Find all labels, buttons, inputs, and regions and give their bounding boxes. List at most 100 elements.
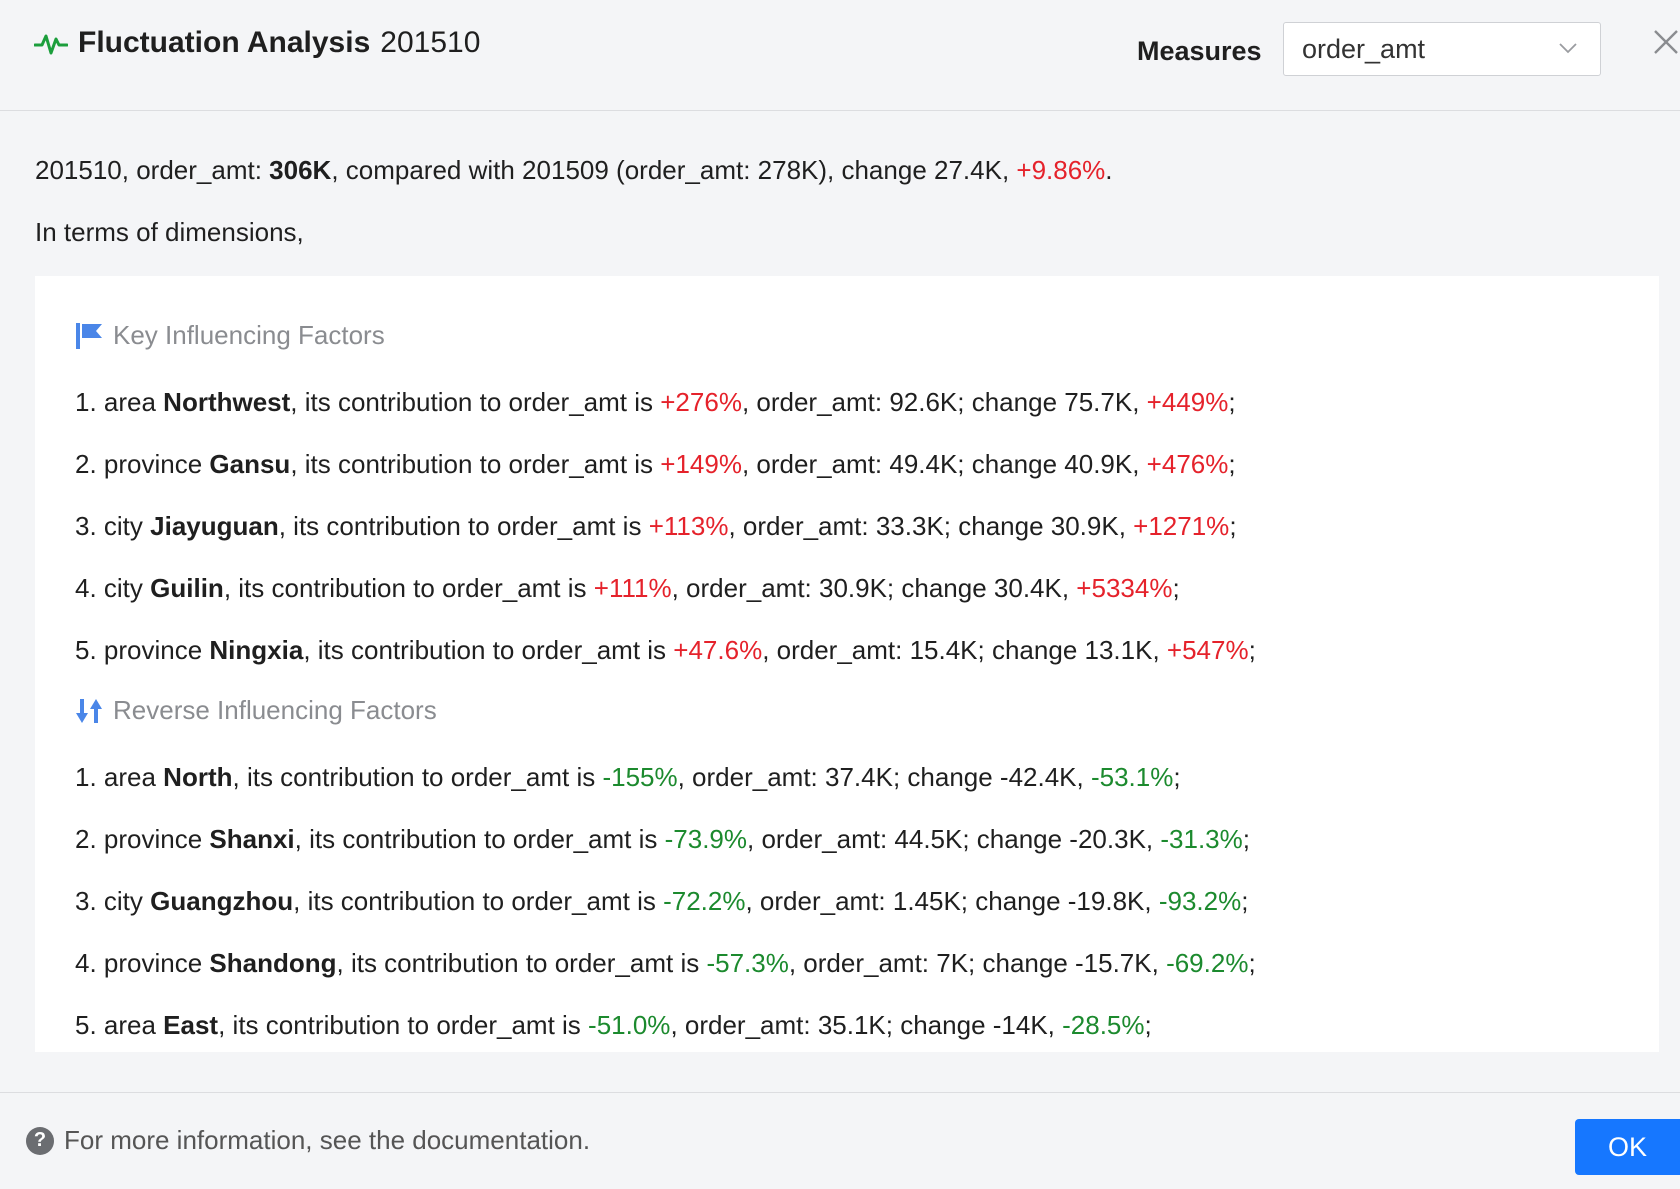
factor-name: Shandong <box>209 948 337 978</box>
factor-prefix: 5. province <box>75 635 210 665</box>
factor-pct: +1271% <box>1133 511 1230 541</box>
factor-prefix: 4. province <box>75 948 210 978</box>
factor-end: ; <box>1242 824 1250 854</box>
factor-pct: -53.1% <box>1090 762 1174 792</box>
factor-end: ; <box>1228 387 1236 417</box>
factor-pct: +5334% <box>1076 573 1173 603</box>
factor-mid: , its contribution to order_amt is <box>303 635 674 665</box>
factor-detail: , order_amt: 30.9K; change 30.4K, <box>671 573 1077 603</box>
factor-end: ; <box>1248 635 1256 665</box>
factor-mid: , its contribution to order_amt is <box>278 511 649 541</box>
factor-mid: , its contribution to order_amt is <box>290 449 661 479</box>
factor-end: ; <box>1248 948 1256 978</box>
title-period: 201510 <box>380 26 481 59</box>
factor-pct: -93.2% <box>1158 886 1242 916</box>
factor-mid: , its contribution to order_amt is <box>218 1010 589 1040</box>
reverse-factor-item: 5. area East, its contribution to order_… <box>75 1010 1152 1041</box>
key-factor-item: 1. area Northwest, its contribution to o… <box>75 387 1236 418</box>
swap-vertical-icon <box>76 698 102 723</box>
factor-prefix: 2. province <box>75 824 210 854</box>
factor-contribution: -51.0% <box>588 1010 671 1040</box>
factor-name: Jiayuguan <box>150 511 279 541</box>
measures-select[interactable]: order_amt <box>1283 22 1601 76</box>
help-text: For more information, see the documentat… <box>64 1125 591 1155</box>
factor-prefix: 4. city <box>75 573 151 603</box>
factor-pct: -69.2% <box>1166 948 1249 978</box>
factor-mid: , its contribution to order_amt is <box>232 762 603 792</box>
factor-end: ; <box>1241 886 1249 916</box>
factor-mid: , its contribution to order_amt is <box>293 886 664 916</box>
summary-line: 201510, order_amt: 306K, compared with 2… <box>35 155 1113 186</box>
pulse-icon <box>34 34 68 55</box>
dialog-title: Fluctuation Analysis <box>78 26 371 59</box>
reverse-factor-item: 1. area North, its contribution to order… <box>75 762 1181 793</box>
factor-pct: -31.3% <box>1160 824 1243 854</box>
key-factor-item: 2. province Gansu, its contribution to o… <box>75 449 1236 480</box>
factor-detail: , order_amt: 37.4K; change -42.4K, <box>677 762 1091 792</box>
factor-end: ; <box>1228 449 1236 479</box>
measures-label: Measures <box>1137 36 1262 66</box>
factor-contribution: +276% <box>660 387 742 417</box>
reverse-factor-item: 4. province Shandong, its contribution t… <box>75 948 1256 979</box>
factor-end: ; <box>1144 1010 1152 1040</box>
measures-select-value: order_amt <box>1302 33 1426 64</box>
key-factors-heading-text: Key Influencing Factors <box>113 320 385 350</box>
factor-detail: , order_amt: 15.4K; change 13.1K, <box>762 635 1167 665</box>
factor-pct: -28.5% <box>1062 1010 1145 1040</box>
factor-prefix: 5. area <box>75 1010 164 1040</box>
key-factors-heading: Key Influencing Factors <box>75 320 385 351</box>
factor-contribution: -155% <box>602 762 678 792</box>
flag-icon <box>76 322 102 349</box>
factor-contribution: +113% <box>648 511 729 541</box>
factor-detail: , order_amt: 49.4K; change 40.9K, <box>741 449 1147 479</box>
factor-detail: , order_amt: 35.1K; change -14K, <box>670 1010 1063 1040</box>
factor-end: ; <box>1172 573 1180 603</box>
reverse-factor-item: 2. province Shanxi, its contribution to … <box>75 824 1250 855</box>
reverse-factors-heading-text: Reverse Influencing Factors <box>113 695 437 725</box>
factor-name: Guangzhou <box>150 886 294 916</box>
key-factor-item: 5. province Ningxia, its contribution to… <box>75 635 1256 666</box>
factor-mid: , its contribution to order_amt is <box>336 948 707 978</box>
key-factor-item: 4. city Guilin, its contribution to orde… <box>75 573 1180 604</box>
factor-name: East <box>163 1010 219 1040</box>
factor-name: Ningxia <box>209 635 304 665</box>
chevron-down-icon <box>1559 43 1577 54</box>
factor-name: Gansu <box>209 449 291 479</box>
summary-period: 201510, order_amt: <box>35 155 270 185</box>
factor-name: Shanxi <box>209 824 295 854</box>
factor-contribution: -72.2% <box>663 886 746 916</box>
dimensions-intro: In terms of dimensions, <box>35 217 304 247</box>
factor-prefix: 1. area <box>75 387 164 417</box>
reverse-factors-heading: Reverse Influencing Factors <box>75 695 437 726</box>
title-wrap: Fluctuation Analysis 201510 <box>34 26 480 60</box>
dialog-footer: ? For more information, see the document… <box>0 1092 1680 1189</box>
close-icon[interactable] <box>1652 28 1680 56</box>
factor-contribution: +47.6% <box>673 635 763 665</box>
factor-name: Guilin <box>150 573 224 603</box>
factor-pct: +476% <box>1146 449 1229 479</box>
dialog-header: Fluctuation Analysis 201510 Measures ord… <box>0 0 1680 111</box>
factor-detail: , order_amt: 44.5K; change -20.3K, <box>747 824 1161 854</box>
factor-prefix: 3. city <box>75 511 151 541</box>
summary-value: 306K <box>269 155 332 185</box>
factor-mid: , its contribution to order_amt is <box>294 824 665 854</box>
factor-prefix: 1. area <box>75 762 164 792</box>
factor-name: Northwest <box>163 387 291 417</box>
key-factor-item: 3. city Jiayuguan, its contribution to o… <box>75 511 1237 542</box>
factors-panel: Key Influencing Factors 1. area Northwes… <box>35 276 1659 1052</box>
factor-pct: +449% <box>1146 387 1229 417</box>
factor-end: ; <box>1229 511 1237 541</box>
help-wrap: ? For more information, see the document… <box>26 1125 590 1156</box>
summary-end: . <box>1105 155 1113 185</box>
factor-name: North <box>163 762 233 792</box>
factor-contribution: +149% <box>660 449 742 479</box>
ok-button[interactable]: OK <box>1575 1119 1680 1175</box>
factor-mid: , its contribution to order_amt is <box>223 573 594 603</box>
factor-detail: , order_amt: 7K; change -15.7K, <box>788 948 1167 978</box>
reverse-factor-item: 3. city Guangzhou, its contribution to o… <box>75 886 1248 917</box>
summary-change-pct: +9.86% <box>1016 155 1106 185</box>
factor-end: ; <box>1173 762 1181 792</box>
help-icon[interactable]: ? <box>26 1126 54 1155</box>
factor-contribution: -57.3% <box>706 948 789 978</box>
